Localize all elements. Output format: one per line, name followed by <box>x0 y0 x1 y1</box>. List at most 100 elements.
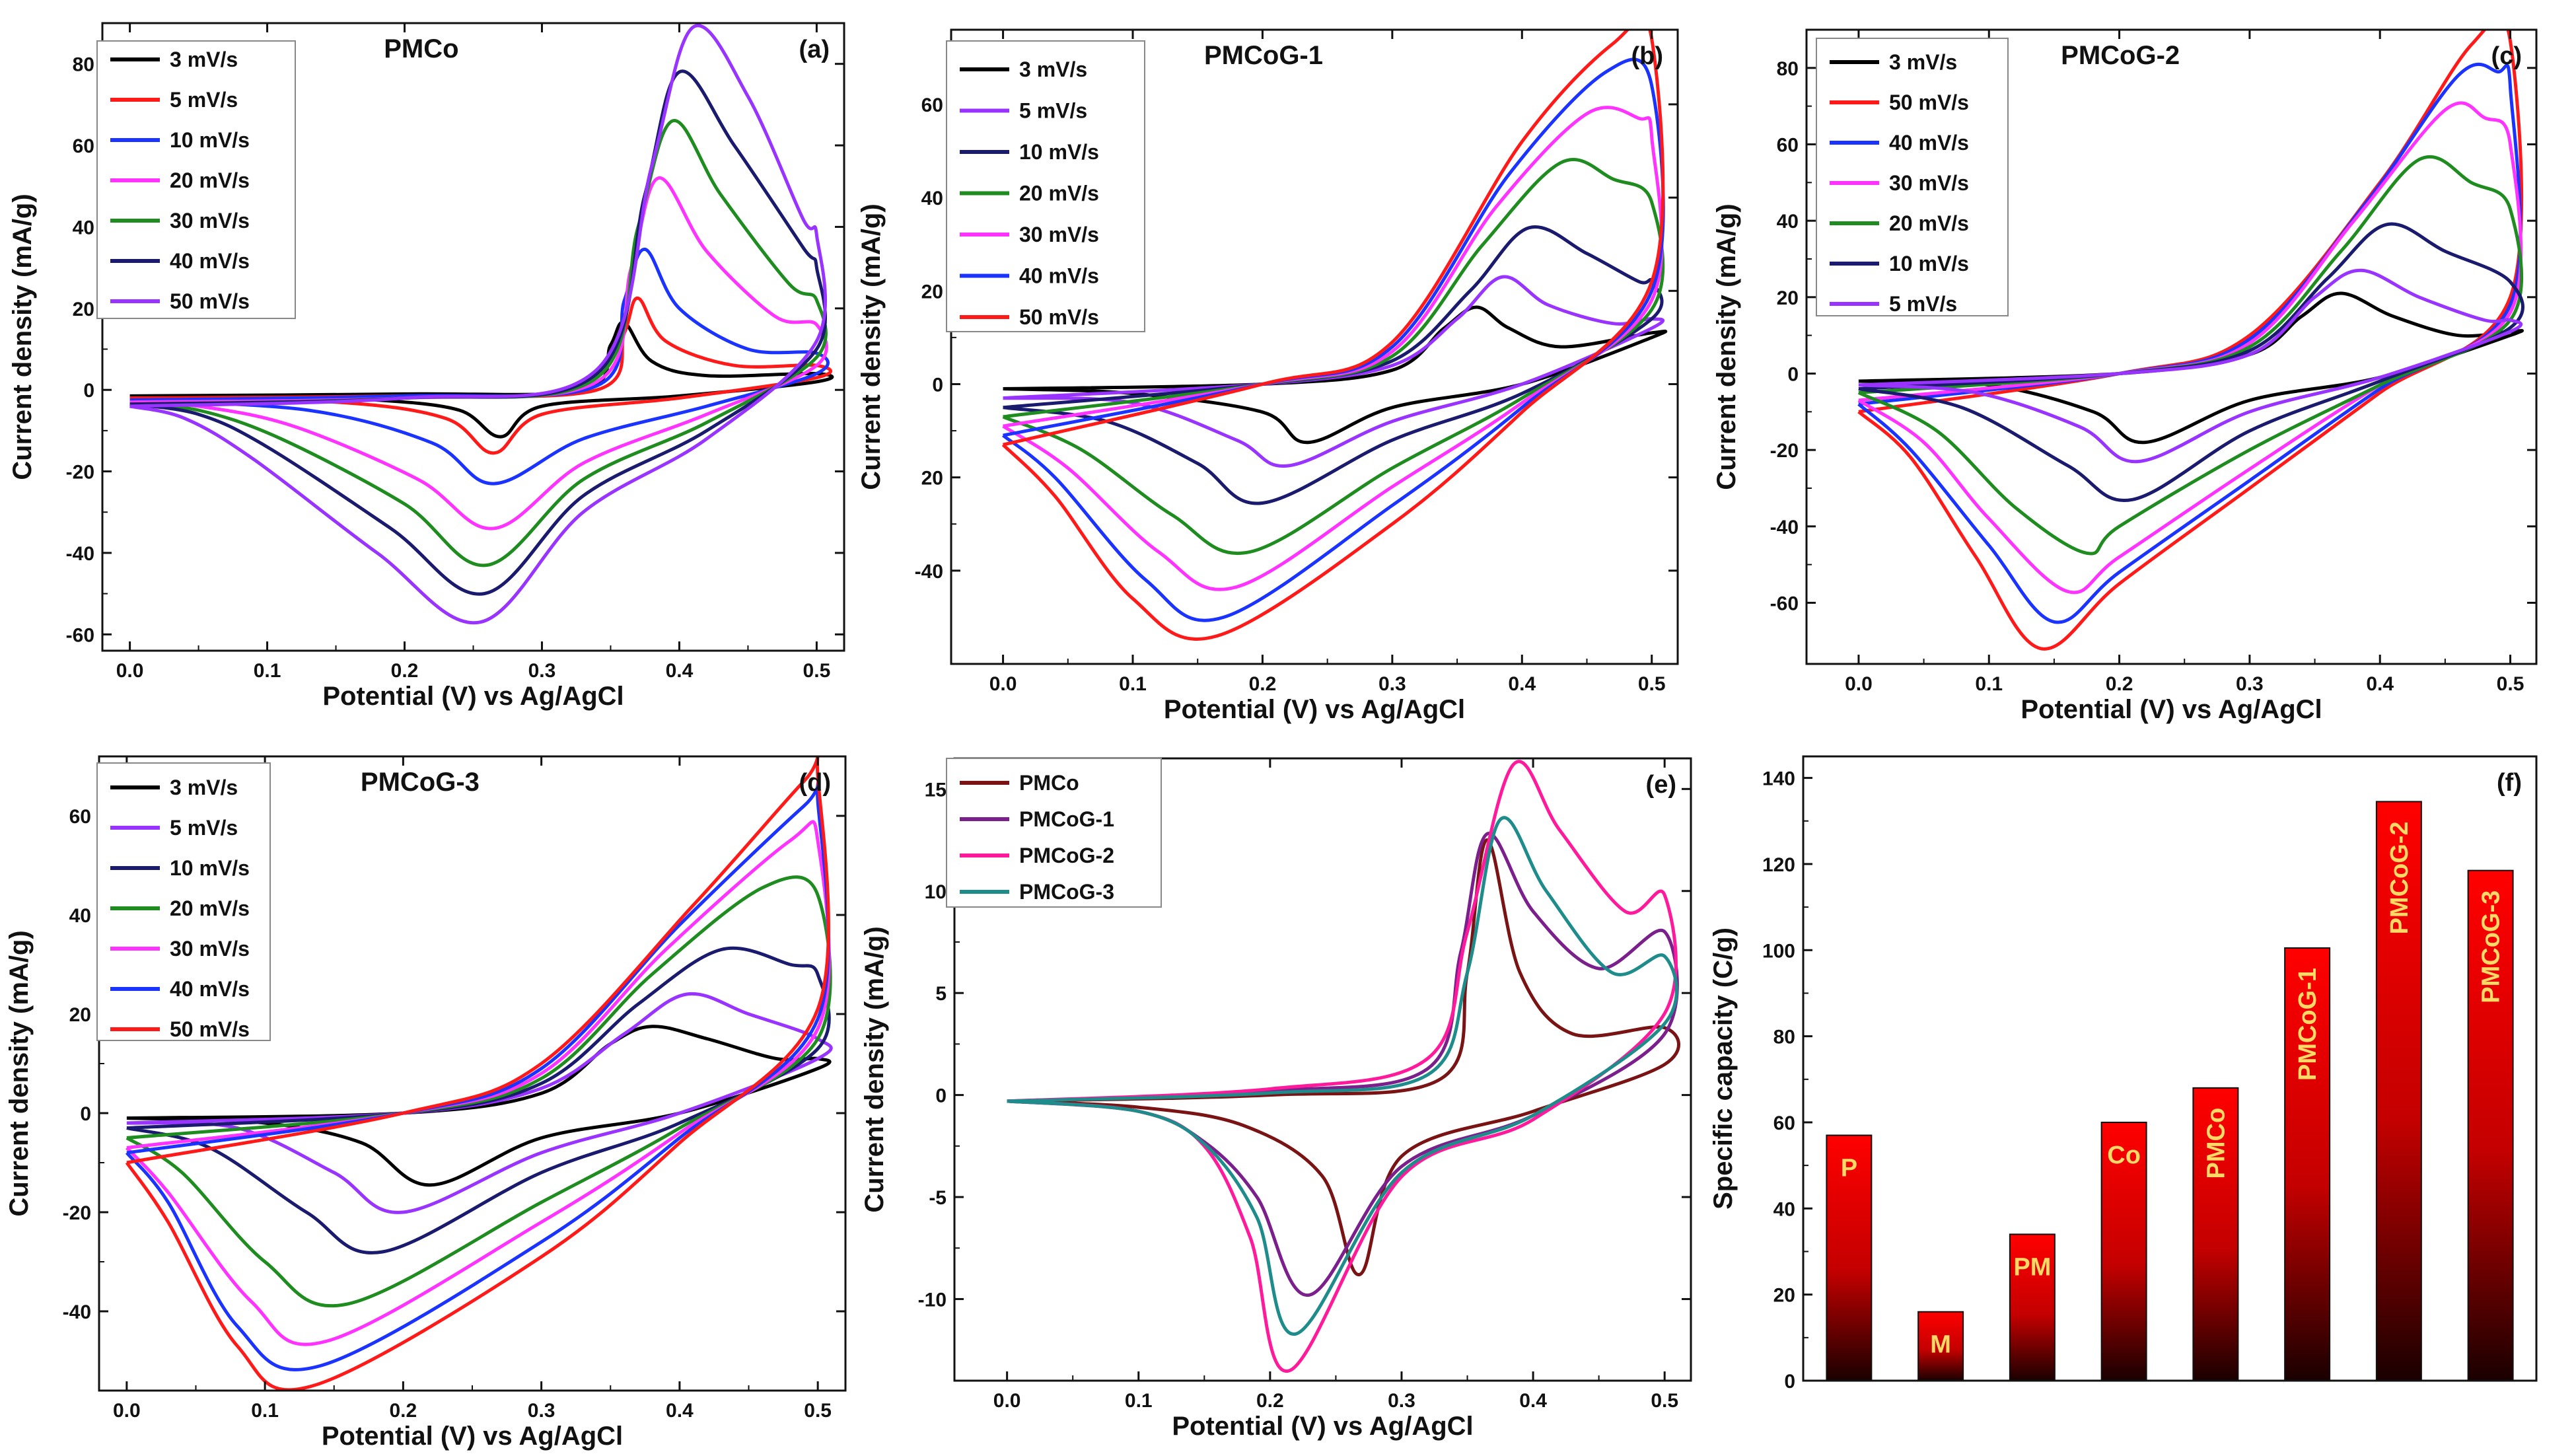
series-line-4 <box>125 875 832 1308</box>
legend: PMCo PMCoG-1 PMCoG-2 PMCoG-3 <box>946 758 1162 908</box>
panel-label: (e) <box>1646 771 1676 799</box>
bar-label: P <box>1841 1155 1857 1182</box>
panel-c: 0.0 0.1 0.2 0.3 0.4 0.5 -60 -40 -20 0 20 40 60 80 Pote… <box>1712 28 2538 724</box>
bar-label: PMCoG-3 <box>2478 891 2505 1003</box>
x-tick-label: 0.4 <box>666 1400 694 1422</box>
y-tick-label: 140 <box>1762 768 1795 790</box>
legend-label: 10 mV/s <box>1019 140 1099 164</box>
series-line-7 <box>1858 268 2523 464</box>
series-line-1 <box>126 1025 832 1187</box>
y-axis-title: Specific capacity (C/g) <box>1709 927 1738 1210</box>
y-tick-label: -40 <box>1770 517 1799 538</box>
bar-label: M <box>1930 1331 1951 1359</box>
x-tick-label: 0.5 <box>2497 673 2524 695</box>
y-tick-label: 80 <box>1777 58 1799 80</box>
bar-label: Co <box>2107 1142 2141 1169</box>
legend-label: 50 mV/s <box>170 1017 250 1041</box>
series-line-6 <box>1002 57 1665 622</box>
bar-label: PM <box>2013 1253 2051 1281</box>
series-line-7 <box>129 24 828 625</box>
y-tick-label: 100 <box>1762 940 1795 962</box>
y-tick-label: -40 <box>66 543 94 565</box>
y-tick-label: -20 <box>66 462 94 484</box>
legend-label: 5 mV/s <box>170 88 238 112</box>
series-line-1 <box>1007 838 1680 1276</box>
x-tick-label: 0.0 <box>1845 673 1873 695</box>
y-axis-title: Current density (mA/g) <box>1712 203 1741 490</box>
panel-title: PMCo <box>384 34 458 63</box>
plot-frame-f <box>1802 755 2538 1382</box>
panel-label: (f) <box>2497 769 2522 797</box>
series-group <box>1001 30 1668 641</box>
y-tick-label: -40 <box>915 561 943 583</box>
legend-box <box>1816 38 2009 316</box>
x-tick-label: 0.1 <box>1119 673 1147 695</box>
panel-title: PMCoG-3 <box>361 768 480 797</box>
y-tick-label: 80 <box>73 54 94 76</box>
y-tick-label: 60 <box>921 94 943 116</box>
series-line-2 <box>126 992 833 1214</box>
x-tick-label: 0.1 <box>251 1400 279 1422</box>
x-tick-label: 0.3 <box>2236 673 2264 695</box>
x-axis-title: Potential (V) vs Ag/AgCl <box>1164 695 1465 724</box>
bar-label: PMCoG-1 <box>2294 968 2322 1081</box>
y-tick-label: 15 <box>925 779 947 801</box>
series-group <box>125 756 833 1391</box>
panel-title: PMCoG-1 <box>1204 41 1323 70</box>
y-tick-label: 60 <box>69 806 91 828</box>
x-tick-label: 0.2 <box>391 660 419 682</box>
x-tick-label: 0.5 <box>1651 1390 1678 1412</box>
legend-label: 40 mV/s <box>170 977 250 1001</box>
y-tick-label: 40 <box>73 217 94 238</box>
legend-label: PMCoG-3 <box>1019 880 1114 904</box>
series-line-3 <box>126 946 831 1254</box>
x-tick-label: 0.2 <box>1256 1390 1284 1412</box>
y-tick-label: 80 <box>1773 1027 1795 1048</box>
panel-label: (a) <box>799 36 830 63</box>
legend: 3 mV/s 5 mV/s 10 mV/s 20 mV/s 30 mV/s 40 mV/s… <box>96 762 271 1041</box>
y-tick-label: -20 <box>1770 440 1799 462</box>
x-tick-label: 0.1 <box>1125 1390 1153 1412</box>
panel-b: 0.0 0.1 0.2 0.3 0.4 0.5 -40 20 0 20 40 60 Potential … <box>857 28 1679 724</box>
legend-label: 30 mV/s <box>170 209 250 233</box>
x-axis-title: Potential (V) vs Ag/AgCl <box>1172 1412 1473 1441</box>
y-tick-label: 20 <box>1773 1285 1795 1307</box>
y-tick-label: 40 <box>1777 211 1799 233</box>
y-tick-label: -40 <box>63 1301 91 1323</box>
y-axis-title: Current density (mA/g) <box>5 930 34 1216</box>
series-line-3 <box>1857 62 2522 624</box>
bar-pmcog-3 <box>2467 869 2514 1381</box>
y-tick-label: 20 <box>921 281 943 303</box>
panel-d: 0.0 0.1 0.2 0.3 0.4 0.5 -40 -20 0 20 40 60 Potential… <box>5 755 847 1451</box>
legend-label: 30 mV/s <box>170 937 250 961</box>
y-tick-label: 60 <box>1773 1112 1795 1134</box>
panel-e: 0.0 0.1 0.2 0.3 0.4 0.5 -10 -5 0 5 10 15 Potential (… <box>860 757 1692 1441</box>
x-tick-label: 0.3 <box>1378 673 1406 695</box>
y-tick-label: -60 <box>1770 593 1799 614</box>
y-tick-label: 0 <box>83 380 94 402</box>
y-tick-label: 60 <box>73 135 94 157</box>
legend-label: 3 mV/s <box>1889 50 1957 74</box>
y-tick-label: 0 <box>932 374 943 396</box>
legend-label: 5 mV/s <box>1019 99 1087 123</box>
legend-label: PMCoG-1 <box>1019 807 1114 831</box>
y-tick-label: 40 <box>921 188 943 209</box>
x-tick-label: 0.4 <box>666 660 694 682</box>
x-tick-label: 0.2 <box>1249 673 1277 695</box>
bar-label: PMCoG-2 <box>2386 821 2414 934</box>
x-tick-label: 0.0 <box>989 673 1017 695</box>
series-line-5 <box>129 119 828 567</box>
bar-pmcog-1 <box>2284 947 2331 1381</box>
y-axis-title: Current density (mA/g) <box>857 203 886 490</box>
legend-label: 10 mV/s <box>170 856 250 880</box>
x-tick-label: 0.3 <box>528 660 556 682</box>
series-line-1 <box>1003 305 1668 445</box>
x-tick-label: 0.1 <box>1975 673 2003 695</box>
legend-label: 20 mV/s <box>1889 211 1969 235</box>
bar-label: PMCo <box>2202 1108 2230 1179</box>
series-line-3 <box>1007 760 1678 1373</box>
y-tick-label: 20 <box>921 468 943 490</box>
y-axis-title: Current density (mA/g) <box>860 926 889 1212</box>
series-line-4 <box>1007 816 1678 1336</box>
legend-label: 20 mV/s <box>170 168 250 192</box>
